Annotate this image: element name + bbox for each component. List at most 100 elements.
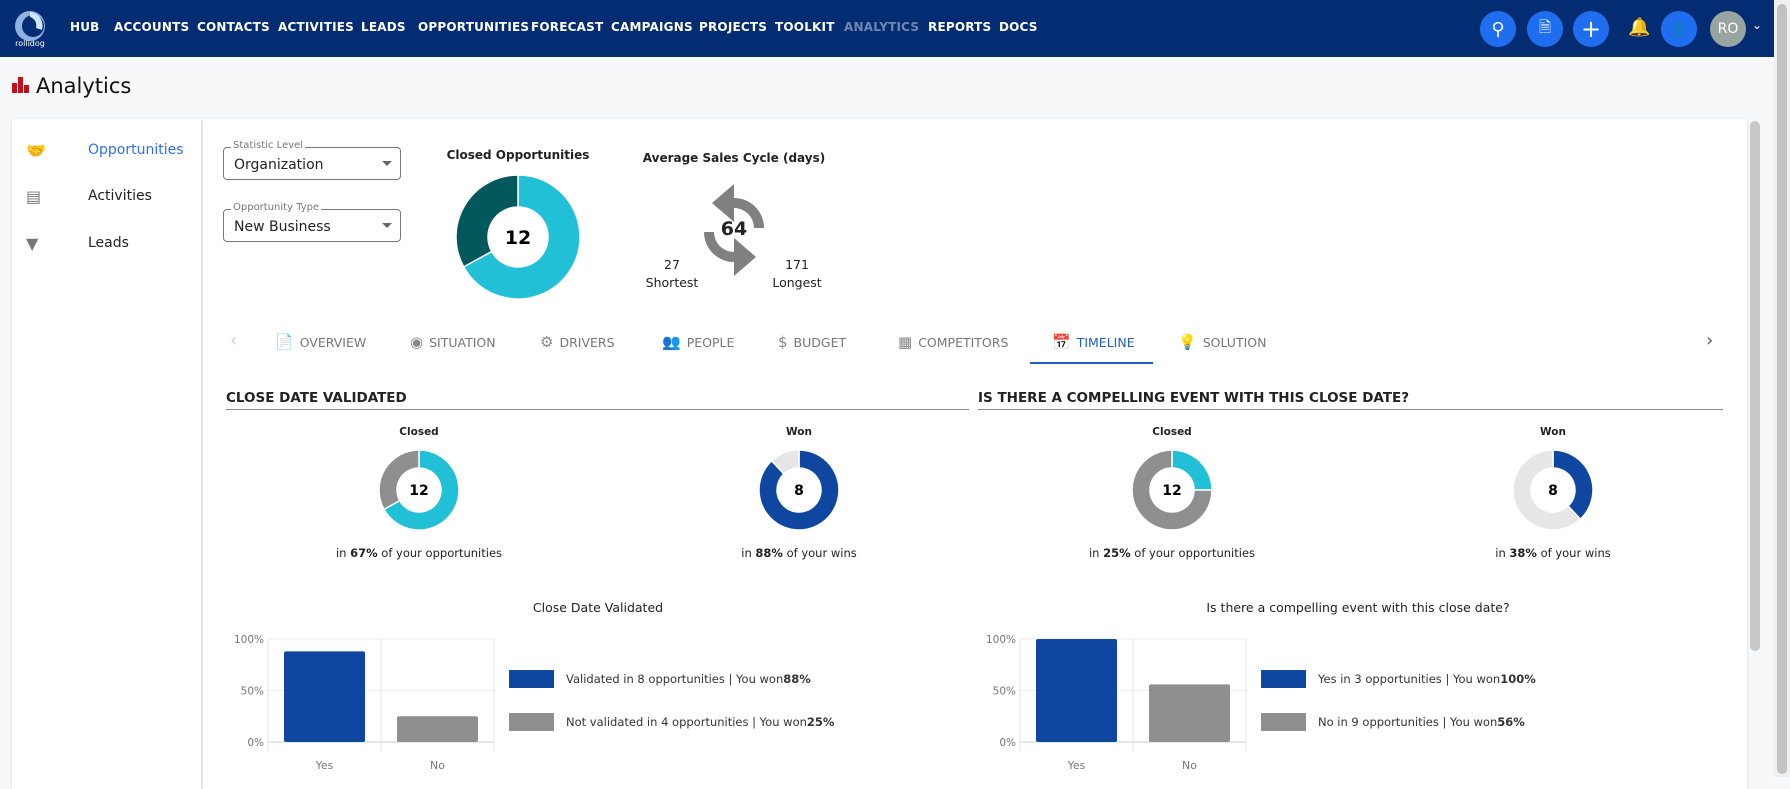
chevron-down-icon[interactable]: ⌄ [1752, 18, 1763, 32]
active-tab-indicator [1030, 362, 1153, 364]
badge-icon: 👤 [1669, 20, 1689, 38]
mini-donut-slice-primary [1552, 449, 1594, 521]
donut-caption: in 38% of your wins [1495, 546, 1610, 560]
field-label: Opportunity Type [231, 202, 322, 213]
tab-overview[interactable]: 📄 OVERVIEW [275, 333, 366, 351]
legend-text: Not validated in 4 opportunities | You w… [566, 715, 807, 729]
mini-donut: 12 [1131, 449, 1213, 531]
closed-opps-total: 12 [505, 227, 531, 249]
nav-accounts[interactable]: ACCOUNTS [114, 20, 190, 34]
caption-suffix: of your wins [782, 546, 857, 560]
legend-swatch [509, 713, 554, 731]
bar-yes[interactable] [284, 651, 365, 742]
top-nav: rollidog HUB ACCOUNTS CONTACTS ACTIVITIES LE… [0, 0, 1774, 57]
y-tick-label: 100% [986, 634, 1016, 646]
tab-situation[interactable]: ◉ SITUATION [410, 333, 496, 351]
opportunity-type-select[interactable]: Opportunity Type New Business [223, 202, 401, 242]
caption-percent: 38% [1509, 546, 1537, 560]
add-button[interactable]: + [1573, 11, 1609, 47]
tabs-scroll-right[interactable]: › [1706, 330, 1714, 351]
nav-analytics[interactable]: ANALYTICS [844, 20, 920, 34]
bar-chart-icon: ▦ [898, 333, 913, 351]
donut-label: Won [786, 426, 812, 438]
avatar-initials: RO [1717, 21, 1739, 37]
section-heading: CLOSE DATE VALIDATED [226, 390, 969, 410]
sidebar-item-label: Opportunities [88, 142, 184, 158]
nav-opportunities[interactable]: OPPORTUNITIES [418, 20, 530, 34]
statistic-level-select[interactable]: Statistic Level Organization [223, 140, 401, 180]
avatar[interactable]: RO [1710, 11, 1746, 47]
tab-competitors[interactable]: ▦ COMPETITORS [898, 333, 1008, 351]
nav-hub[interactable]: HUB [70, 20, 100, 34]
tab-people[interactable]: 👥 PEOPLE [662, 333, 734, 351]
legend-percent: 100% [1500, 672, 1536, 686]
nav-toolkit[interactable]: TOOLKIT [775, 20, 835, 34]
bar-chart: 0% 50% 100% Yes No [986, 634, 1247, 772]
tab-label: DRIVERS [559, 334, 615, 350]
lightbulb-icon: 💡 [1178, 333, 1197, 351]
mini-donut-slice-rest [1131, 449, 1213, 531]
tabs-scroll-left[interactable]: ‹ [230, 330, 238, 351]
tab-label: SOLUTION [1202, 334, 1267, 350]
tab-timeline[interactable]: 📅 TIMELINE [1052, 333, 1135, 351]
bar-no[interactable] [1149, 684, 1230, 742]
legend-swatch [509, 670, 554, 688]
search-button[interactable]: ⚲ [1480, 11, 1516, 47]
plus-icon: + [1580, 15, 1602, 43]
page-scrollbar[interactable] [1774, 0, 1790, 777]
svg-text:rollidog: rollidog [15, 39, 45, 48]
section-heading: IS THERE A COMPELLING EVENT WITH THIS CL… [978, 390, 1723, 410]
legend-swatch [1261, 670, 1306, 688]
bell-icon[interactable]: 🔔 [1628, 17, 1651, 38]
rollidog-logo[interactable]: rollidog [12, 8, 48, 48]
legend-text: Validated in 8 opportunities | You won [566, 672, 784, 686]
nav-docs[interactable]: DOCS [999, 20, 1038, 34]
sales-cycle-title: Average Sales Cycle (days) [642, 151, 826, 165]
field-value: New Business [234, 219, 331, 235]
nav-contacts[interactable]: CONTACTS [197, 20, 270, 34]
legend-item: No in 9 opportunities | You won 56% [1261, 713, 1525, 731]
mini-donut: 8 [1512, 449, 1594, 531]
y-tick-label: 50% [993, 686, 1016, 698]
nav-leads[interactable]: LEADS [361, 20, 406, 34]
legend-percent: 56% [1497, 715, 1525, 729]
tab-label: BUDGET [793, 334, 847, 350]
gear-icon: ⚙ [540, 333, 554, 351]
caption-percent: 25% [1103, 546, 1131, 560]
sales-cycle-shortest: 27 [664, 257, 680, 272]
people-icon: 👥 [662, 333, 681, 351]
field-value: Organization [234, 157, 324, 173]
nav-campaigns[interactable]: CAMPAIGNS [611, 20, 693, 34]
nav-reports[interactable]: REPORTS [928, 20, 992, 34]
mini-donut: 12 [378, 449, 460, 531]
tab-budget[interactable]: $ BUDGET [778, 333, 846, 351]
legend-percent: 25% [806, 715, 835, 729]
donut-label: Closed [1152, 426, 1192, 438]
sidebar-item-opportunities[interactable]: 🤝 Opportunities [12, 130, 201, 170]
bar-yes[interactable] [1036, 639, 1117, 742]
bar-chart: 0% 50% 100% Yes No [234, 634, 495, 772]
y-tick-label: 50% [241, 686, 264, 698]
bar-chart-icon [12, 77, 30, 93]
panel-scrollbar[interactable] [1750, 121, 1760, 651]
contact-card-button[interactable]: 👤 [1661, 11, 1697, 47]
sidebar-item-leads[interactable]: ▼ Leads [12, 223, 201, 263]
tab-drivers[interactable]: ⚙ DRIVERS [540, 333, 615, 351]
donut-label: Closed [399, 426, 439, 438]
tab-solution[interactable]: 💡 SOLUTION [1178, 333, 1266, 351]
mini-donut-slice-rest [378, 449, 420, 511]
legend-item: Not validated in 4 opportunities | You w… [509, 713, 834, 731]
sidebar: 🤝 Opportunities ▤ Activities ▼ Leads [12, 119, 201, 789]
donut-caption: in 88% of your wins [741, 546, 856, 560]
new-document-button[interactable]: 🗎 [1527, 11, 1563, 47]
sidebar-item-activities[interactable]: ▤ Activities [12, 176, 201, 216]
donut-center-value: 12 [409, 483, 428, 499]
caption-suffix: of your wins [1536, 546, 1611, 560]
x-tick-label: No [430, 759, 445, 772]
bar-no[interactable] [397, 716, 478, 742]
nav-forecast[interactable]: FORECAST [531, 20, 604, 34]
nav-activities[interactable]: ACTIVITIES [278, 20, 354, 34]
y-tick-label: 100% [234, 634, 264, 646]
y-tick-label: 0% [247, 737, 264, 749]
nav-projects[interactable]: PROJECTS [699, 20, 768, 34]
